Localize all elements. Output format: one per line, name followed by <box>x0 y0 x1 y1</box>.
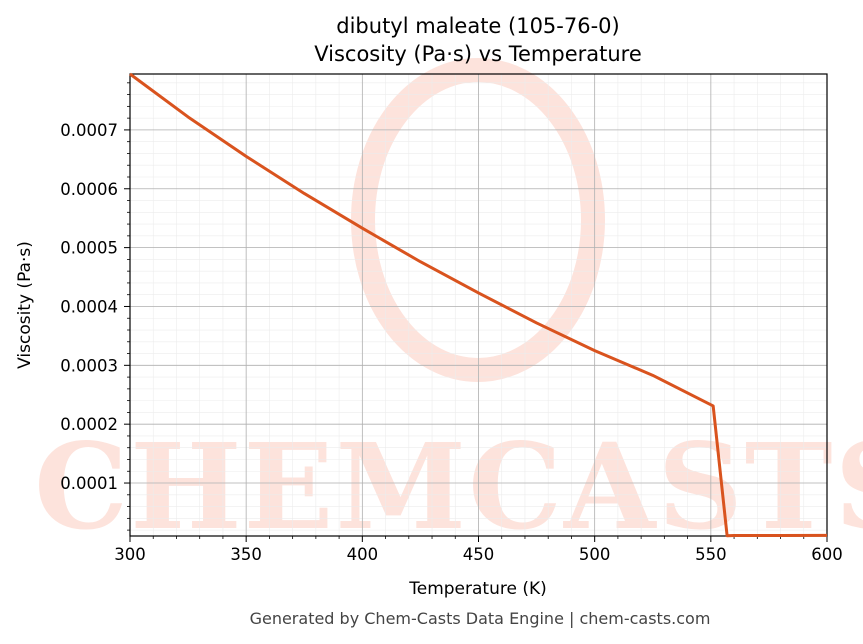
watermark: CHEMCASTS <box>34 58 863 556</box>
x-tick-labels: 300 350 400 450 500 550 600 <box>114 545 843 564</box>
y-tick-label: 0.0001 <box>60 474 118 493</box>
y-tick-label: 0.0002 <box>60 415 118 434</box>
y-tick-label: 0.0006 <box>60 180 118 199</box>
y-tick-label: 0.0004 <box>60 297 118 316</box>
chart-title: dibutyl maleate (105-76-0) <box>336 14 619 38</box>
x-tick-label: 350 <box>230 545 262 564</box>
x-tick-label: 500 <box>579 545 611 564</box>
footer-credit: Generated by Chem-Casts Data Engine | ch… <box>250 609 711 628</box>
x-tick-label: 600 <box>811 545 843 564</box>
x-tick-label: 400 <box>347 545 379 564</box>
series-layer <box>129 72 828 538</box>
y-tick-labels: 0.0001 0.0002 0.0003 0.0004 0.0005 0.0006 0.00… <box>60 121 118 493</box>
x-tick-label: 450 <box>463 545 495 564</box>
y-tick-label: 0.0005 <box>60 239 118 258</box>
y-tick-label: 0.0003 <box>60 356 118 375</box>
watermark-text: CHEMCASTS <box>34 417 863 556</box>
watermark-ring <box>351 58 605 382</box>
x-axis-label: Temperature (K) <box>408 579 547 599</box>
x-tick-label: 300 <box>114 545 146 564</box>
y-axis-label: Viscosity (Pa·s) <box>15 241 35 369</box>
y-tick-label: 0.0007 <box>60 121 118 140</box>
x-tick-label: 550 <box>695 545 727 564</box>
series-line-0 <box>129 72 828 538</box>
chart-subtitle: Viscosity (Pa·s) vs Temperature <box>314 42 642 66</box>
axis-ticks <box>124 82 828 542</box>
